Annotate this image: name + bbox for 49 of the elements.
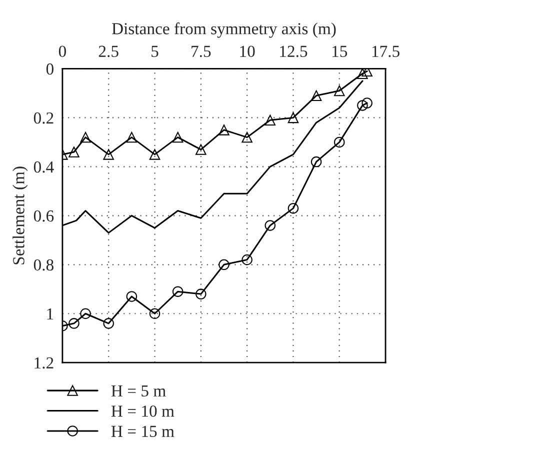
- x-tick-label: 12.5: [280, 46, 308, 58]
- point: [264, 220, 276, 231]
- point: [288, 202, 299, 214]
- point: [126, 132, 138, 143]
- y-tick-label: 0: [46, 63, 54, 75]
- point: [218, 124, 230, 136]
- point: [149, 149, 160, 160]
- point: [288, 112, 299, 124]
- point: [103, 318, 114, 329]
- point: [362, 98, 372, 108]
- point: [264, 114, 276, 126]
- y-axis-title: Settlement (m): [12, 166, 28, 264]
- x-tick-label: 10: [240, 46, 255, 58]
- point: [172, 132, 184, 143]
- x-tick-label: 5: [152, 46, 158, 58]
- legend-label: H = 10 m: [111, 406, 174, 417]
- x-tick-label: 0: [58, 46, 66, 58]
- point: [310, 90, 322, 102]
- point: [172, 286, 184, 297]
- legend-label: H = 15 m: [111, 426, 174, 437]
- legend-label: H = 5 m: [111, 385, 166, 397]
- x-tick-label: 17.5: [372, 46, 400, 58]
- point: [196, 144, 206, 155]
- point: [242, 132, 252, 143]
- x-tick-label: 2.5: [98, 46, 118, 58]
- point: [68, 146, 80, 158]
- point: [80, 308, 91, 320]
- y-tick-label: 0.2: [34, 112, 54, 124]
- x-tick-label: 15: [332, 46, 348, 58]
- point: [126, 291, 138, 302]
- point: [310, 156, 322, 168]
- point: [242, 254, 252, 266]
- point: [334, 136, 345, 148]
- point: [357, 100, 368, 111]
- y-tick-label: 1: [47, 308, 54, 320]
- point: [149, 308, 160, 320]
- y-tick-label: 1.2: [34, 357, 54, 369]
- point: [334, 85, 345, 96]
- point: [103, 149, 114, 160]
- y-tick-label: 0.6: [34, 210, 54, 222]
- x-axis-title: Distance from symmetry axis (m): [112, 22, 336, 38]
- y-tick-label: 0.4: [34, 161, 54, 173]
- y-tick-label: 0.8: [34, 259, 54, 271]
- point: [80, 132, 91, 143]
- x-tick-label: 7.5: [192, 46, 211, 58]
- point: [218, 259, 230, 270]
- point: [357, 68, 368, 80]
- point: [68, 318, 80, 329]
- point: [196, 288, 206, 300]
